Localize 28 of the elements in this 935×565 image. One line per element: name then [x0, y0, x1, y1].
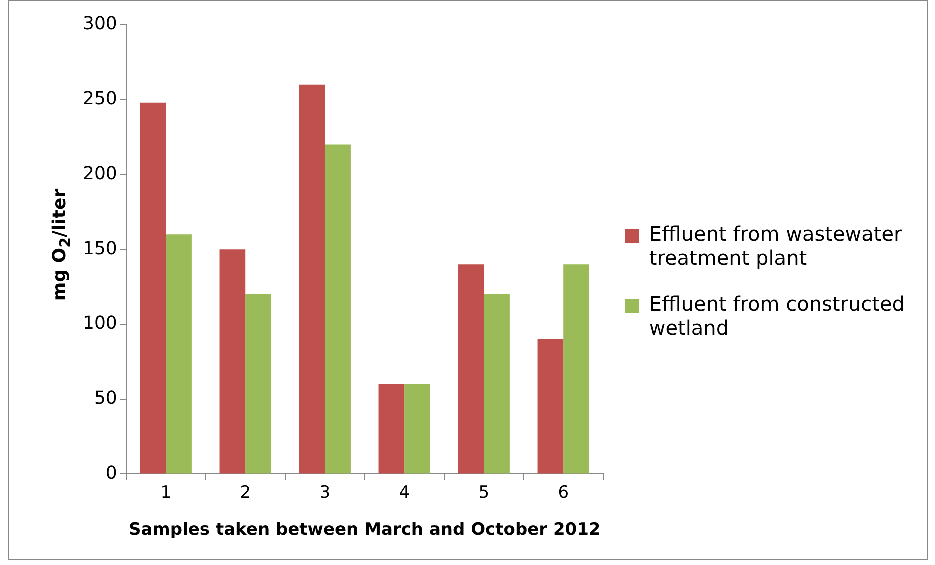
- y-tick-label: 100: [82, 313, 118, 334]
- legend-label: Effluent from wastewater treatment plant: [649, 222, 904, 270]
- x-tick-label: 3: [320, 482, 331, 503]
- bar: [484, 294, 510, 474]
- legend-label: Effluent from constructed wetland: [649, 292, 906, 340]
- x-tick-label: 6: [558, 482, 570, 503]
- x-tick-label: 5: [478, 482, 490, 503]
- bar: [458, 264, 484, 474]
- bar: [404, 384, 430, 474]
- bar: [246, 294, 272, 474]
- bar: [299, 84, 326, 474]
- bar: [378, 384, 405, 474]
- y-tick-label: 0: [106, 462, 118, 484]
- bar: [140, 102, 166, 474]
- bar: [166, 234, 192, 474]
- x-axis-title: Samples taken between March and October 2012: [128, 520, 601, 540]
- y-tick-label: 50: [94, 388, 118, 410]
- bar: [325, 144, 351, 474]
- x-tick-label: 1: [160, 482, 172, 503]
- y-tick-label: 150: [82, 238, 118, 260]
- x-tick-label: 2: [240, 482, 252, 503]
- bar: [220, 250, 246, 474]
- bar: [564, 264, 590, 474]
- bar: [538, 339, 564, 474]
- y-tick-label: 250: [82, 88, 118, 110]
- x-tick-label: 4: [399, 482, 410, 503]
- y-tick-label: 200: [82, 163, 118, 184]
- y-tick-label: 300: [82, 14, 118, 35]
